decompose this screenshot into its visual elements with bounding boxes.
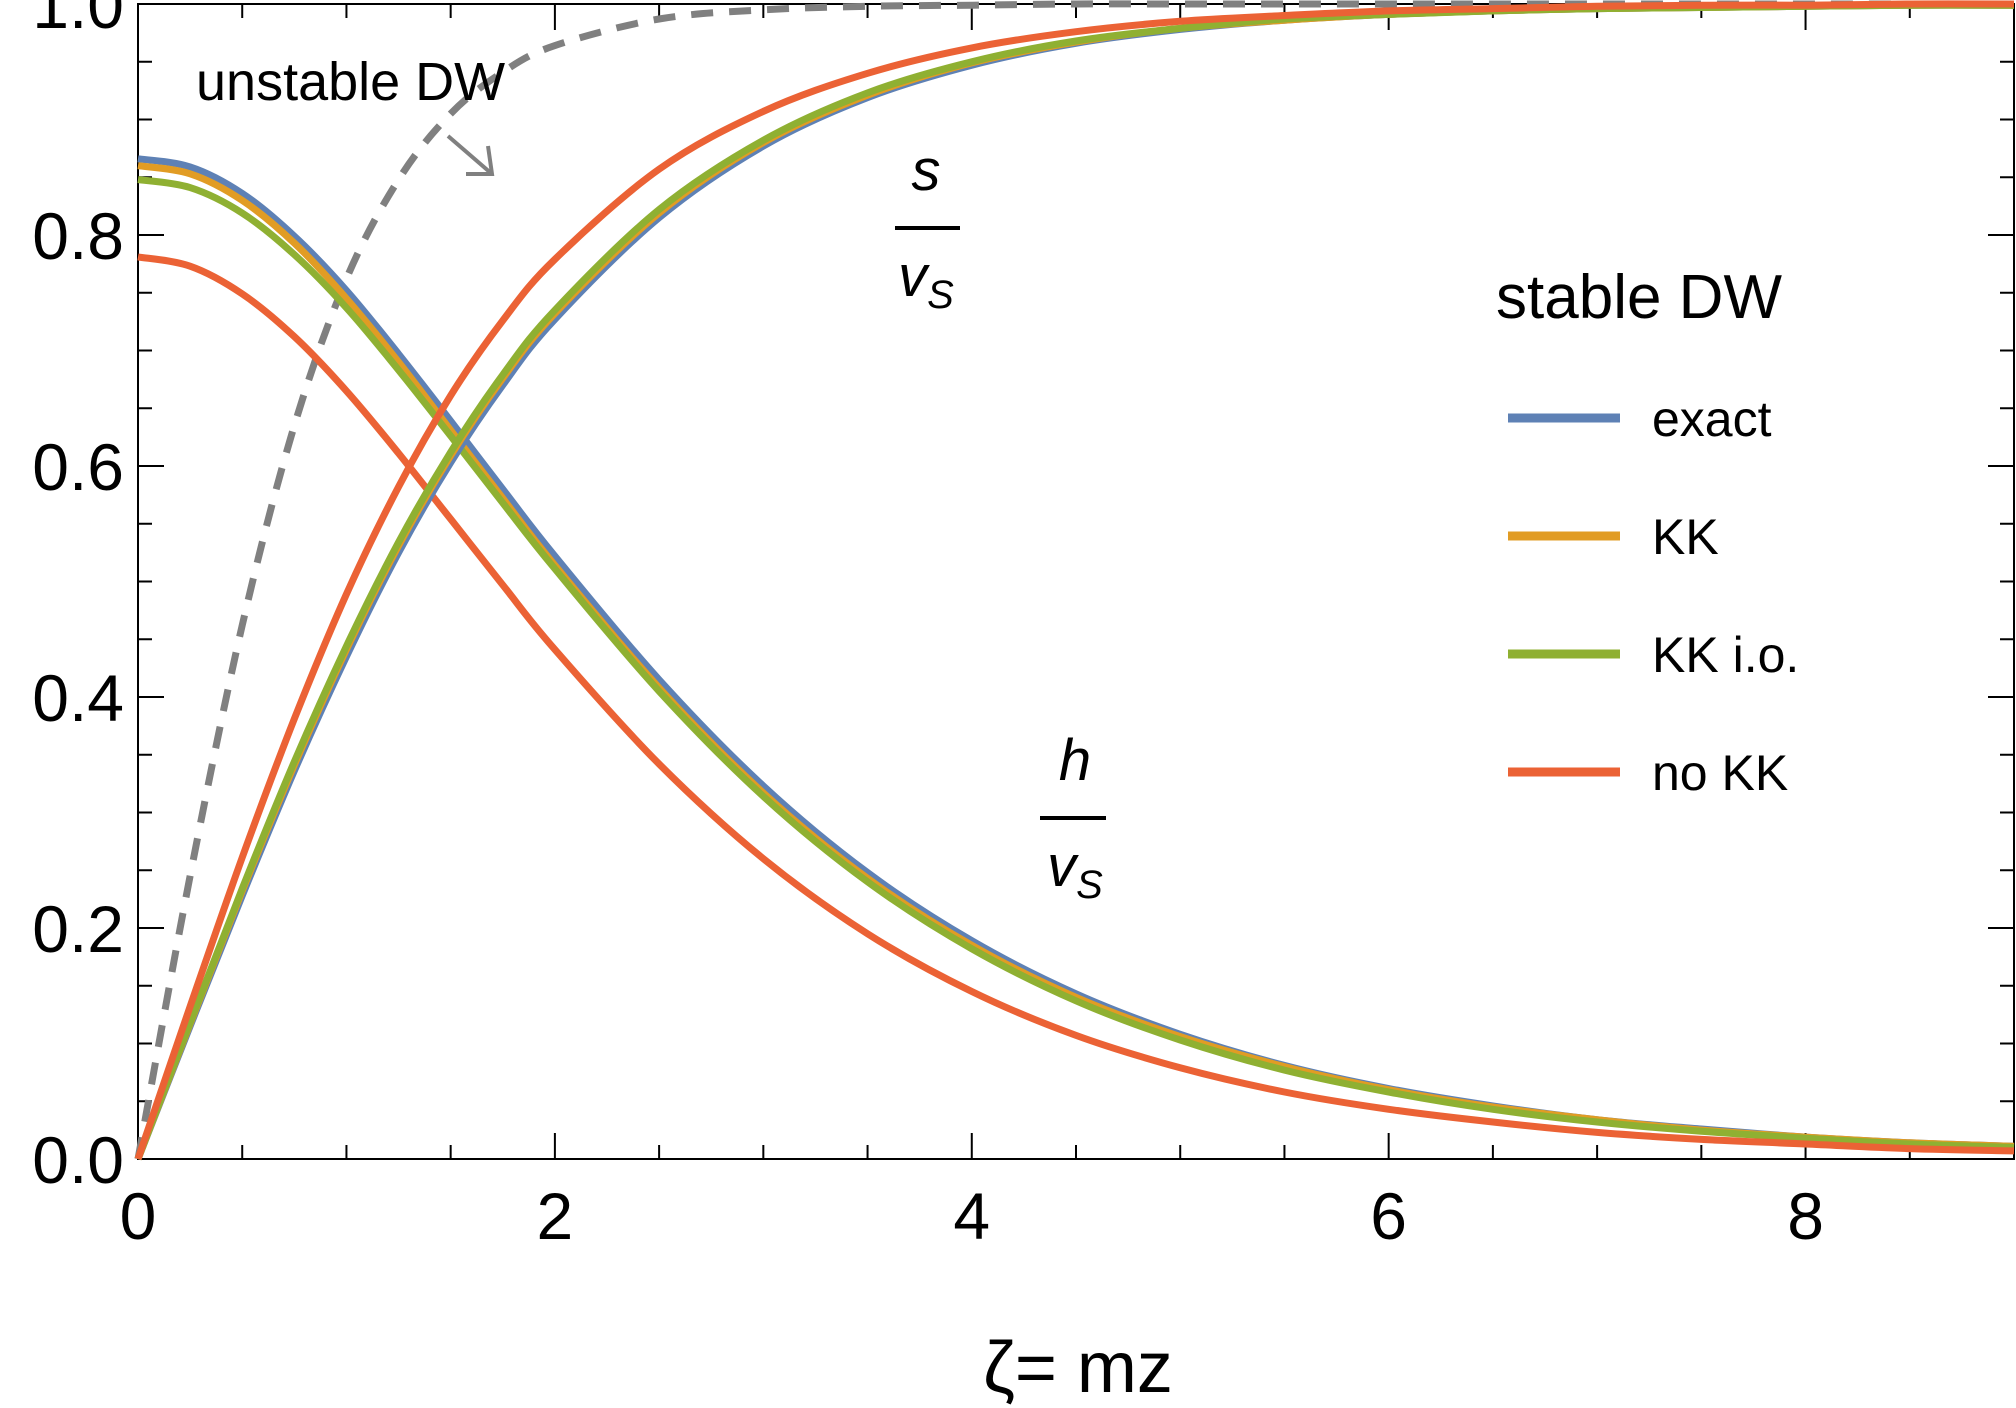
legend-label: exact (1652, 391, 1772, 447)
annotation-unstable-label: unstable DW (196, 52, 505, 112)
x-tick-label: 2 (537, 1179, 574, 1253)
h-denominator-sub: S (1076, 863, 1103, 907)
y-tick-label: 1.0 (32, 0, 124, 42)
series-line-h-no-kk (137, 253, 2015, 1155)
y-tick-label: 0.2 (32, 892, 124, 966)
h-numerator: h (1059, 728, 1091, 793)
legend-label: KK i.o. (1652, 627, 1799, 683)
y-tick-label: 0.0 (32, 1123, 124, 1197)
s-denominator-sub: S (927, 273, 954, 317)
legend-label: KK (1652, 509, 1719, 565)
y-tick-label: 0.8 (32, 199, 124, 273)
h-denominator-main: v (1047, 834, 1079, 899)
legend-title: stable DW (1496, 263, 1782, 332)
annotation-s-over-vs: s vS (895, 138, 960, 317)
series-layer (134, 0, 2015, 1161)
y-tick-label: 0.6 (32, 430, 124, 504)
legend-label: no KK (1652, 745, 1788, 801)
tick-labels: 0 2 4 6 8 0.0 0.2 0.4 0.6 0.8 1.0 (32, 0, 1824, 1253)
x-axis-title: ζ= mz (983, 1328, 1173, 1408)
s-denominator: vS (898, 244, 954, 317)
y-tick-label: 0.4 (32, 661, 124, 735)
x-tick-label: 0 (120, 1179, 157, 1253)
x-tick-label: 4 (953, 1179, 990, 1253)
x-tick-label: 6 (1370, 1179, 1407, 1253)
x-tick-label: 8 (1787, 1179, 1824, 1253)
annotation-h-over-vs: h vS (1040, 728, 1106, 907)
legend: stable DW exact KK KK i.o. no KK (1496, 263, 1799, 801)
annotation-arrow (446, 134, 495, 176)
s-denominator-main: v (898, 244, 930, 309)
h-denominator: vS (1047, 834, 1103, 907)
series-line-h-kk-i-o- (137, 176, 2015, 1151)
annotation-unstable: unstable DW (196, 52, 505, 176)
series-line-s-no-kk (134, 0, 2015, 1161)
s-numerator: s (912, 138, 941, 203)
